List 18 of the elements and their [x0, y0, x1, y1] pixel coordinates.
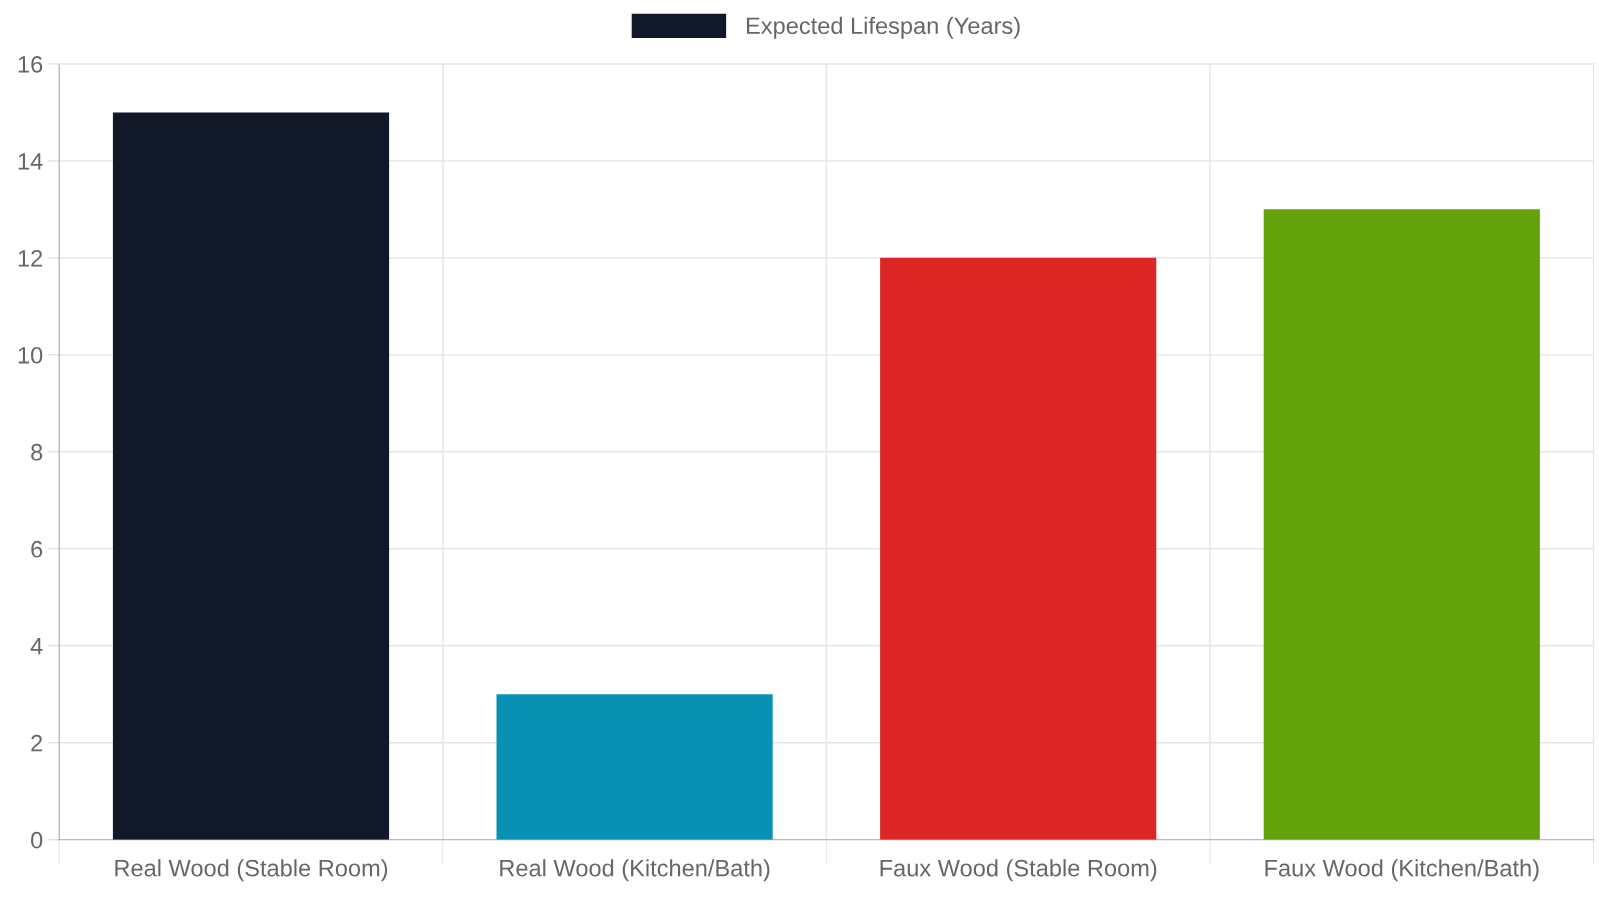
y-tick-label: 10 [18, 346, 43, 364]
bar [1263, 209, 1540, 840]
x-tick-label: Real Wood (Kitchen/Bath) [500, 859, 770, 882]
legend-label: Expected Lifespan (Years) [746, 16, 1020, 39]
y-tick-label: 14 [18, 153, 43, 170]
y-tick-label: 0 [31, 831, 43, 849]
y-tick-label: 8 [31, 443, 43, 461]
bar [112, 112, 390, 840]
y-tick-label: 4 [30, 638, 43, 655]
y-tick-label: 6 [31, 540, 43, 558]
bar [880, 257, 1157, 840]
y-tick-label: 2 [31, 734, 43, 752]
y-tick-label: 16 [18, 55, 43, 73]
x-tick-label: Faux Wood (Stable Room) [880, 859, 1157, 882]
x-tick-label: Real Wood (Stable Room) [115, 859, 388, 882]
bar [496, 694, 773, 840]
x-tick-label: Faux Wood (Kitchen/Bath) [1265, 859, 1539, 882]
y-tick-label: 12 [18, 249, 43, 267]
